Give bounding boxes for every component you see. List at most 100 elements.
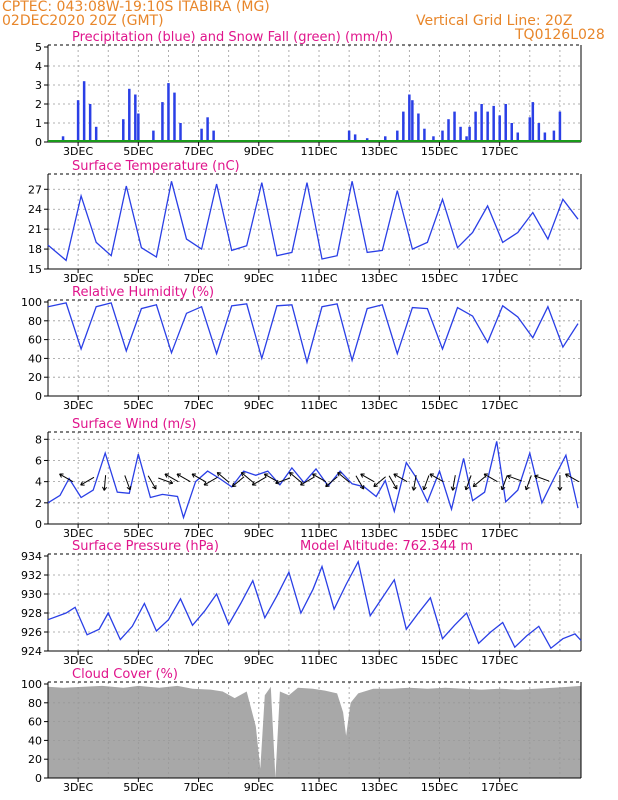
precipitation-bar bbox=[432, 136, 435, 142]
precipitation-bar bbox=[465, 136, 468, 142]
wind-arrow-head bbox=[152, 485, 157, 490]
x-tick-label: 5DEC bbox=[123, 781, 153, 794]
y-tick-label: 80 bbox=[28, 315, 42, 328]
wind-arrow-shaft bbox=[423, 475, 430, 491]
wind-arrow-shaft bbox=[158, 477, 173, 484]
wind-arrow-head bbox=[203, 481, 209, 486]
x-tick-label: 3DEC bbox=[63, 781, 93, 794]
cloud-cover-area bbox=[48, 685, 581, 778]
precipitation-bar bbox=[552, 130, 556, 142]
precipitation-bar bbox=[161, 102, 164, 142]
x-tick-label: 3DEC bbox=[63, 527, 93, 540]
wind-arrow-shaft bbox=[252, 476, 266, 486]
wind-arrow-shaft bbox=[289, 472, 302, 483]
wind-arrow-shaft bbox=[191, 473, 206, 483]
y-tick-label: 60 bbox=[28, 334, 42, 347]
precipitation-bar bbox=[94, 126, 98, 142]
y-tick-label: 2 bbox=[35, 98, 42, 111]
y-tick-label: 3 bbox=[35, 79, 42, 92]
x-tick-label: 17DEC bbox=[481, 145, 518, 158]
header-grid-line: Vertical Grid Line: 20Z bbox=[416, 13, 573, 29]
wind-arrow-shaft bbox=[164, 473, 179, 483]
series-line bbox=[47, 441, 579, 520]
wind-arrow-head bbox=[312, 473, 317, 478]
wind-arrow-head bbox=[422, 485, 428, 491]
x-tick-label: 7DEC bbox=[184, 399, 214, 412]
precipitation-bar bbox=[543, 132, 547, 142]
x-tick-label: 13DEC bbox=[361, 527, 398, 540]
wind-arrow-head bbox=[263, 473, 269, 478]
precipitation-bar bbox=[76, 100, 80, 142]
x-tick-label: 9DEC bbox=[244, 399, 274, 412]
x-tick-label: 5DEC bbox=[123, 654, 153, 667]
precipitation-bar bbox=[504, 104, 507, 142]
wind-arrow-shaft bbox=[312, 473, 327, 483]
precipitation-bar bbox=[459, 126, 462, 142]
x-tick-label: 15DEC bbox=[421, 272, 458, 285]
x-tick-label: 15DEC bbox=[421, 654, 458, 667]
y-tick-label: 0 bbox=[35, 518, 42, 531]
wind-arrow-head bbox=[429, 473, 434, 478]
wind-arrow-shaft bbox=[360, 473, 375, 483]
y-tick-label: 4 bbox=[35, 476, 42, 489]
x-tick-label: 13DEC bbox=[361, 145, 398, 158]
y-tick-label: 60 bbox=[28, 716, 42, 729]
wind-arrow-shaft bbox=[59, 473, 74, 483]
x-tick-label: 11DEC bbox=[300, 399, 337, 412]
y-tick-label: 15 bbox=[28, 263, 42, 276]
header-date: 02DEC2020 20Z (GMT) bbox=[2, 13, 164, 29]
wind-arrow-head bbox=[251, 481, 257, 486]
precipitation-bar bbox=[486, 111, 489, 142]
wind-arrow-shaft bbox=[275, 477, 291, 484]
wind-arrow-head bbox=[565, 473, 570, 478]
wind-arrow-shaft bbox=[534, 475, 550, 482]
panel-title: Surface Pressure (hPa) bbox=[72, 539, 219, 554]
series-line bbox=[47, 181, 579, 262]
x-tick-label: 17DEC bbox=[481, 399, 518, 412]
y-tick-label: 932 bbox=[21, 569, 42, 582]
wind-arrow-head bbox=[360, 473, 365, 478]
panel-annotation: Model Altitude: 762.344 m bbox=[300, 539, 473, 554]
precipitation-bar bbox=[474, 111, 477, 142]
wind-arrow-head bbox=[507, 474, 512, 480]
precipitation-bar bbox=[516, 132, 520, 142]
x-tick-label: 13DEC bbox=[361, 272, 398, 285]
y-tick-label: 4 bbox=[35, 60, 42, 73]
wind-arrow-shaft bbox=[337, 472, 350, 483]
wind-arrow-head bbox=[289, 471, 294, 477]
x-tick-label: 15DEC bbox=[421, 781, 458, 794]
precipitation-bar bbox=[417, 113, 420, 142]
x-tick-label: 9DEC bbox=[244, 654, 274, 667]
precipitation-bar bbox=[537, 123, 541, 142]
wind-arrow-head bbox=[102, 486, 108, 491]
wind-arrow-shaft bbox=[429, 473, 444, 483]
wind-arrow-shaft bbox=[452, 475, 456, 491]
x-tick-label: 11DEC bbox=[300, 145, 337, 158]
wind-arrow-shaft bbox=[264, 473, 278, 483]
wind-arrow-shaft bbox=[80, 476, 95, 486]
header-code: TQ0126L028 bbox=[515, 27, 605, 43]
y-tick-label: 24 bbox=[28, 203, 42, 216]
x-tick-label: 17DEC bbox=[481, 654, 518, 667]
wind-arrow-shaft bbox=[216, 472, 230, 483]
wind-arrow-shaft bbox=[465, 475, 472, 491]
precipitation-bar bbox=[206, 117, 209, 142]
y-tick-label: 18 bbox=[28, 243, 42, 256]
wind-arrow-shaft bbox=[507, 475, 523, 482]
x-tick-label: 3DEC bbox=[63, 272, 93, 285]
x-tick-label: 13DEC bbox=[361, 654, 398, 667]
y-tick-label: 0 bbox=[35, 772, 42, 785]
y-tick-label: 40 bbox=[28, 734, 42, 747]
wind-arrow-head bbox=[216, 471, 222, 477]
precipitation-bar bbox=[558, 111, 562, 142]
wind-arrow-head bbox=[411, 486, 417, 491]
y-tick-label: 27 bbox=[28, 183, 42, 196]
panel-title: Surface Temperature (nC) bbox=[72, 159, 240, 174]
wind-arrow-shaft bbox=[203, 476, 218, 486]
precipitation-bar bbox=[447, 119, 450, 142]
y-tick-label: 0 bbox=[35, 136, 42, 149]
x-tick-label: 7DEC bbox=[184, 527, 214, 540]
x-tick-label: 7DEC bbox=[184, 272, 214, 285]
precipitation-bar bbox=[88, 104, 92, 142]
